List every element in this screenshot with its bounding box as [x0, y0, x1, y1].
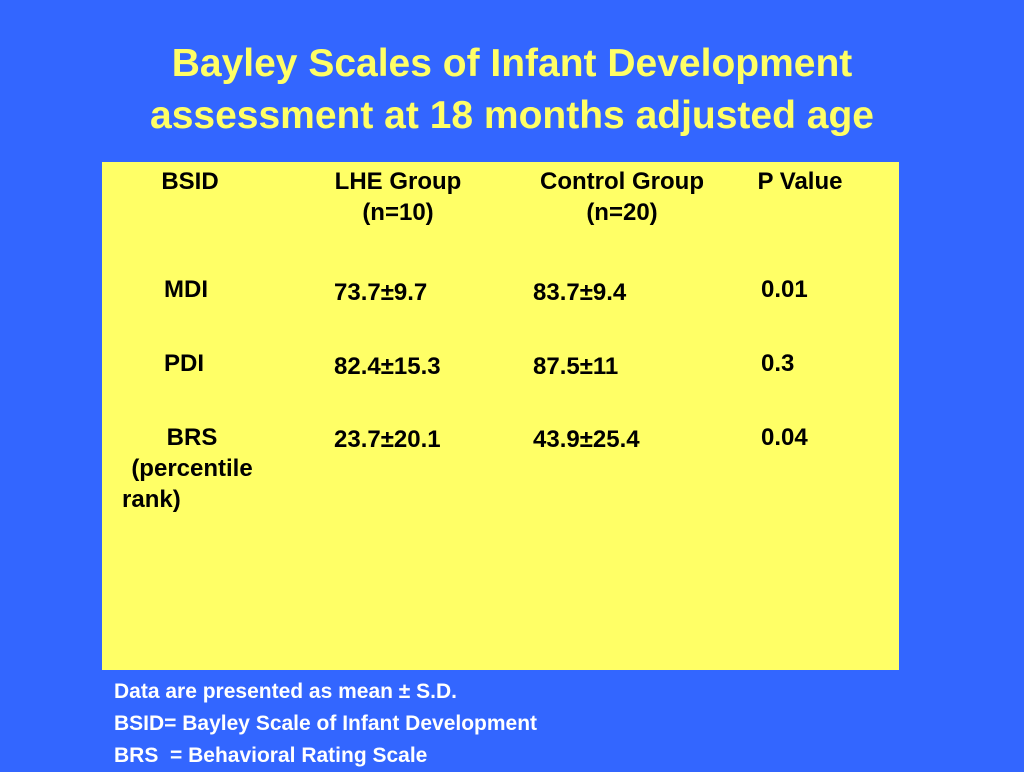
slide-title: Bayley Scales of Infant Development asse…	[0, 38, 1024, 142]
header-control-group: Control Group (n=20)	[512, 166, 732, 228]
header-p-value: P Value	[757, 168, 843, 195]
cell-p-mdi: 0.01	[761, 276, 808, 303]
header-control-label: Control Group	[540, 168, 704, 195]
footnote-brs-definition: BRS = Behavioral Rating Scale	[114, 744, 428, 767]
cell-p-brs: 0.04	[761, 424, 808, 451]
row-label-brs-percentile: (percentile	[131, 455, 253, 482]
row-label-brs-rank: rank)	[122, 486, 181, 513]
cell-lhe-pdi: 82.4±15.3	[334, 353, 441, 380]
row-label-brs: BRS (percentile rank)	[112, 422, 272, 515]
results-table: BSID LHE Group (n=10) Control Group (n=2…	[102, 162, 899, 670]
cell-lhe-brs: 23.7±20.1	[334, 426, 441, 453]
footnote-mean-sd: Data are presented as mean ± S.D.	[114, 680, 458, 703]
cell-control-pdi: 87.5±11	[533, 353, 619, 380]
cell-control-brs: 43.9±25.4	[533, 426, 640, 453]
row-label-pdi: PDI	[164, 350, 205, 377]
header-bsid: BSID	[161, 168, 219, 195]
footnote-bsid-definition: BSID= Bayley Scale of Infant Development	[114, 712, 538, 735]
title-line-2: assessment at 18 months adjusted age	[150, 94, 874, 137]
header-lhe-label: LHE Group	[334, 168, 462, 195]
header-lhe-group: LHE Group (n=10)	[298, 166, 498, 228]
cell-p-pdi: 0.3	[761, 350, 795, 377]
row-label-brs-name: BRS	[166, 424, 218, 451]
cell-control-mdi: 83.7±9.4	[533, 279, 627, 306]
footnotes: Data are presented as mean ± S.D. BSID= …	[114, 676, 537, 772]
header-lhe-n: (n=10)	[362, 199, 434, 226]
cell-lhe-mdi: 73.7±9.7	[334, 279, 428, 306]
row-label-mdi: MDI	[164, 276, 208, 303]
header-control-n: (n=20)	[586, 199, 658, 226]
title-line-1: Bayley Scales of Infant Development	[171, 42, 853, 85]
